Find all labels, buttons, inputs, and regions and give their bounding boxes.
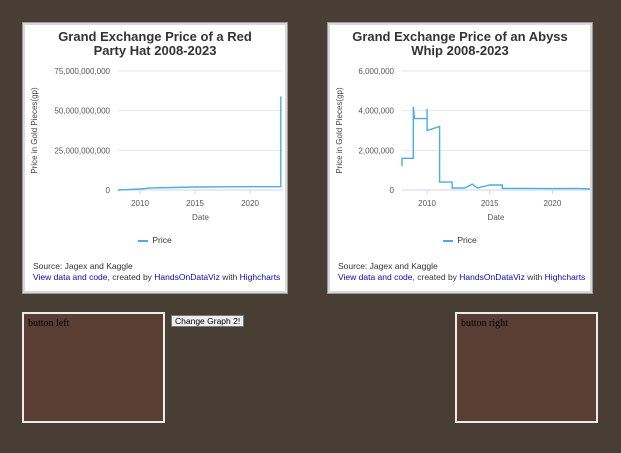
chart-title-line-2: Party Hat 2008-2023 xyxy=(93,43,217,58)
view-data-link[interactable]: View data and code xyxy=(338,272,413,282)
button-left-panel[interactable]: button left xyxy=(22,312,165,423)
chart-title: Grand Exchange Price of a Red Party Hat … xyxy=(43,30,267,58)
y-tick-label: 50,000,000,000 xyxy=(54,107,110,116)
y-tick-label: 2,000,000 xyxy=(358,146,394,155)
y-axis-title: Price in Gold Pieces(gp) xyxy=(335,87,344,174)
chart-plot: 0 2,000,000 4,000,000 6,000,000 2010 2015 2020… xyxy=(335,67,591,222)
author-link[interactable]: HandsOnDataViz xyxy=(154,272,220,282)
y-tick-label: 75,000,000,000 xyxy=(54,67,110,76)
chart-title-line-1: Grand Exchange Price of a Red xyxy=(58,29,252,44)
x-tick-label: 2010 xyxy=(131,199,149,208)
x-axis-title: Date xyxy=(488,213,505,222)
view-data-link[interactable]: View data and code xyxy=(33,272,108,282)
x-axis-title: Date xyxy=(192,213,209,222)
legend-label: Price xyxy=(152,235,172,245)
created-by-text: , created by xyxy=(107,272,155,282)
series-line-price xyxy=(117,96,282,191)
chart-plot: 0 25,000,000,000 50,000,000,000 75,000,000,… xyxy=(30,67,283,222)
abyss-whip-chart: Grand Exchange Price of an Abyss Whip 20… xyxy=(327,22,593,294)
created-by-text: , created by xyxy=(412,272,460,282)
chart-legend[interactable]: Price xyxy=(328,235,592,245)
chart-title-line-1: Grand Exchange Price of an Abyss xyxy=(352,29,568,44)
source-text: Source: Jagex and Kaggle xyxy=(338,261,438,271)
x-tick-label: 2020 xyxy=(241,199,259,208)
chart-title: Grand Exchange Price of an Abyss Whip 20… xyxy=(348,30,572,58)
series-line-price xyxy=(401,106,591,190)
y-tick-label: 4,000,000 xyxy=(358,107,394,116)
source-text: Source: Jagex and Kaggle xyxy=(33,261,133,271)
chart-title-line-2: Whip 2008-2023 xyxy=(411,43,509,58)
author-link[interactable]: HandsOnDataViz xyxy=(459,272,525,282)
chart-credits: Source: Jagex and Kaggle View data and c… xyxy=(338,261,585,283)
y-axis-title: Price in Gold Pieces(gp) xyxy=(30,87,39,174)
change-graph-button[interactable]: Change Graph 2! xyxy=(171,315,245,327)
x-tick-label: 2010 xyxy=(418,199,436,208)
y-tick-label: 6,000,000 xyxy=(358,67,394,76)
x-tick-label: 2020 xyxy=(544,199,562,208)
y-tick-label: 25,000,000,000 xyxy=(54,146,110,155)
chart-credits: Source: Jagex and Kaggle View data and c… xyxy=(33,261,280,283)
y-tick-label: 0 xyxy=(390,186,395,195)
legend-label: Price xyxy=(457,235,477,245)
highcharts-link[interactable]: Highcharts xyxy=(544,272,586,282)
highcharts-link[interactable]: Highcharts xyxy=(239,272,281,282)
button-left-label: button left xyxy=(28,318,70,329)
x-tick-label: 2015 xyxy=(481,199,499,208)
red-party-hat-chart: Grand Exchange Price of a Red Party Hat … xyxy=(22,22,288,294)
button-right-label: button right xyxy=(461,318,508,329)
with-text: with xyxy=(219,272,240,282)
legend-line-icon xyxy=(138,239,149,242)
chart-legend[interactable]: Price xyxy=(23,235,287,245)
button-right-panel[interactable]: button right xyxy=(455,312,598,423)
legend-line-icon xyxy=(443,239,454,242)
x-tick-label: 2015 xyxy=(186,199,204,208)
with-text: with xyxy=(524,272,545,282)
y-tick-label: 0 xyxy=(106,186,111,195)
